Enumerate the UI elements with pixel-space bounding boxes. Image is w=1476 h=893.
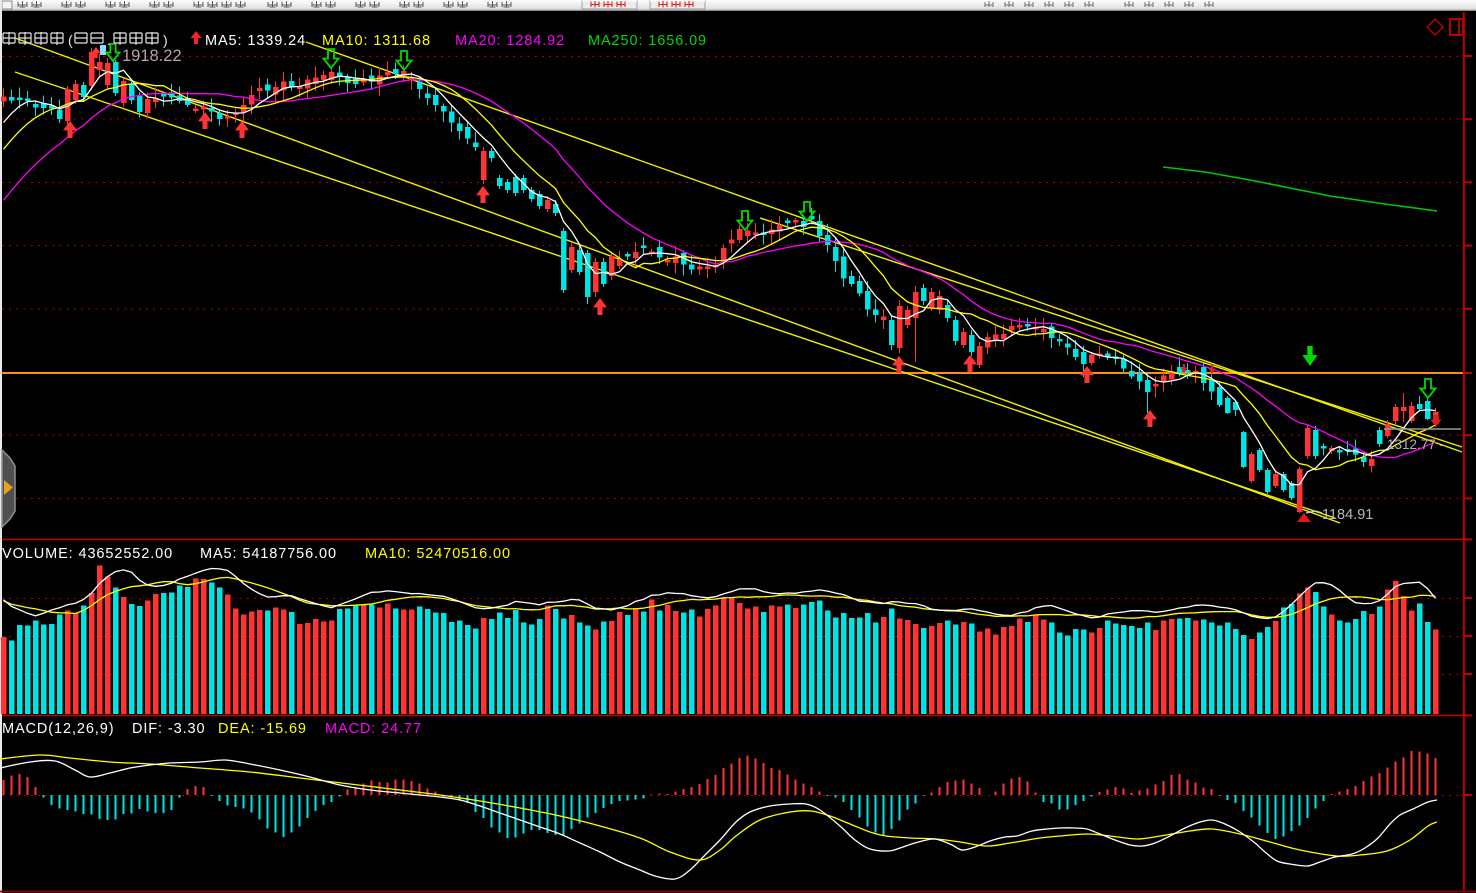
svg-text:MACD(12,26,9): MACD(12,26,9) (2, 721, 114, 737)
svg-text:MACD: 24.77: MACD: 24.77 (325, 721, 422, 737)
svg-text:MA10: 52470516.00: MA10: 52470516.00 (365, 546, 511, 562)
svg-text:.: . (107, 32, 111, 48)
svg-text:MA20: 1284.92: MA20: 1284.92 (455, 33, 565, 49)
svg-text:): ) (163, 32, 168, 48)
svg-text:DIF: -3.30: DIF: -3.30 (132, 721, 205, 737)
svg-text:1918.22: 1918.22 (122, 47, 182, 65)
svg-text:VOLUME: 43652552.00: VOLUME: 43652552.00 (2, 546, 173, 562)
svg-text:1184.91: 1184.91 (1322, 507, 1373, 523)
svg-text:1312.77 -: 1312.77 - (1387, 437, 1444, 452)
svg-text:MA10: 1311.68: MA10: 1311.68 (322, 33, 431, 49)
svg-text:DEA: -15.69: DEA: -15.69 (218, 721, 307, 737)
svg-text:MA5: 1339.24: MA5: 1339.24 (205, 33, 306, 49)
svg-text:(: ( (68, 32, 73, 48)
svg-text:MA250: 1656.09: MA250: 1656.09 (588, 33, 707, 49)
svg-text:MA5: 54187756.00: MA5: 54187756.00 (200, 546, 337, 562)
